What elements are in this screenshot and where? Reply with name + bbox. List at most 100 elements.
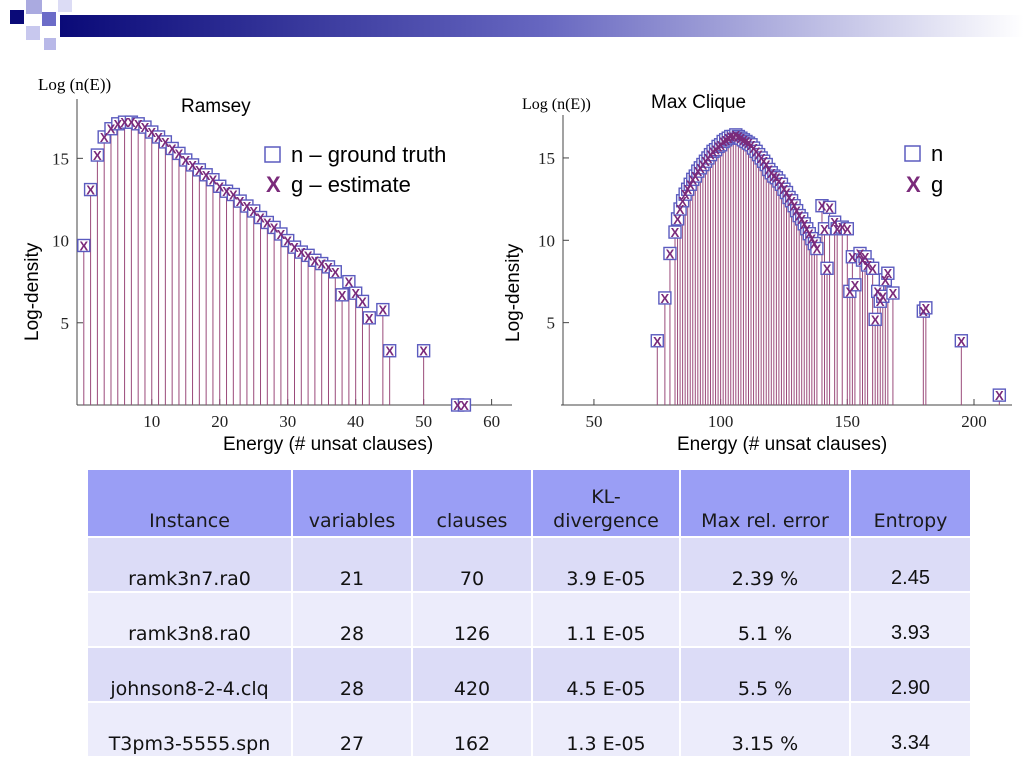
ramsey-estimate-marker: X <box>175 146 184 161</box>
clique-estimate-marker: X <box>729 130 738 145</box>
clique-estimate-marker: X <box>813 242 822 257</box>
clique-estimate-marker: X <box>676 202 685 217</box>
ramsey-estimate-marker: X <box>188 158 197 173</box>
clique-ground-truth-marker <box>868 312 882 327</box>
clique-estimate-marker: X <box>808 232 817 247</box>
clique-estimate-marker: X <box>686 177 695 192</box>
clique-estimate-marker: X <box>721 133 730 148</box>
clique-legend: n X g <box>904 141 943 197</box>
clique-estimate-marker: X <box>731 128 740 143</box>
ramsey-estimate-marker: X <box>283 234 292 249</box>
ramsey-ground-truth-marker <box>83 182 98 197</box>
header-instance: Instance <box>86 468 293 538</box>
clique-estimate-marker: X <box>868 261 877 276</box>
clique-estimate-marker: X <box>795 209 804 224</box>
results-table: Instance variables clauses KL- divergenc… <box>86 468 972 758</box>
ramsey-estimate-marker: X <box>209 173 218 188</box>
cell-entropy: 2.90 <box>849 646 972 703</box>
clique-estimate-marker: X <box>838 220 847 235</box>
ramsey-estimate-marker: X <box>195 163 204 178</box>
cell-kl-divergence: 1.1 E-05 <box>531 591 681 648</box>
table-row: johnson8-2-4.clq 28 420 4.5 E-05 5.5 % 2… <box>86 646 972 703</box>
cell-entropy: 3.93 <box>849 591 972 648</box>
ramsey-estimate-marker: X <box>168 141 177 156</box>
clique-x-tick-label: 50 <box>585 412 602 431</box>
clique-estimate-marker: X <box>823 261 832 276</box>
ramsey-x-tick-label: 10 <box>143 412 160 431</box>
cell-kl-divergence: 4.5 E-05 <box>531 646 681 703</box>
ramsey-estimate-marker: X <box>331 265 340 280</box>
clique-estimate-marker: X <box>995 388 1004 403</box>
ramsey-estimate-marker: X <box>161 135 170 150</box>
ramsey-axis-corner-label: Log (n(E)) <box>38 75 111 94</box>
ramsey-estimate-marker: X <box>107 122 116 137</box>
clique-estimate-marker: X <box>764 162 773 177</box>
clique-estimate-marker: X <box>719 134 728 149</box>
clique-estimate-marker: X <box>706 148 715 163</box>
ramsey-estimate-marker: X <box>86 183 95 198</box>
ramsey-legend-square-icon <box>264 146 281 163</box>
ramsey-chart-title: Ramsey <box>181 96 251 117</box>
ramsey-estimate-marker: X <box>338 288 347 303</box>
clique-y-tick-label: 10 <box>538 231 555 250</box>
ramsey-estimate-marker: X <box>215 179 224 194</box>
clique-ground-truth-marker <box>840 222 855 236</box>
ramsey-estimate-marker: X <box>317 257 326 272</box>
clique-estimate-marker: X <box>693 164 702 179</box>
ramsey-estimate-marker: X <box>453 398 462 413</box>
header-max-rel-error: Max rel. error <box>679 468 851 538</box>
ramsey-estimate-marker: X <box>358 294 367 309</box>
clique-estimate-marker: X <box>777 177 786 192</box>
ramsey-ground-truth-marker <box>457 398 472 412</box>
ramsey-y-tick-label: 10 <box>52 232 69 251</box>
ramsey-ground-truth-marker <box>342 274 356 289</box>
ramsey-ground-truth-marker <box>416 344 431 358</box>
ramsey-stems <box>83 122 425 405</box>
cell-clauses: 420 <box>411 646 533 703</box>
ramsey-y-tick-label: 15 <box>52 149 69 168</box>
clique-estimate-marker: X <box>701 154 710 169</box>
clique-ground-truth-marker <box>822 200 837 215</box>
ramsey-estimate-marker: X <box>270 220 279 235</box>
clique-estimate-marker: X <box>846 284 855 299</box>
clique-estimate-marker: X <box>726 130 735 145</box>
clique-estimate-marker: X <box>709 144 718 159</box>
clique-estimate-marker: X <box>696 161 705 176</box>
clique-estimate-marker: X <box>747 138 756 153</box>
clique-estimate-marker: X <box>759 154 768 169</box>
clique-estimate-marker: X <box>919 304 928 319</box>
clique-estimate-marker: X <box>752 144 761 159</box>
cell-variables: 27 <box>291 701 413 758</box>
cell-instance: T3pm3-5555.spn <box>86 701 293 758</box>
cell-entropy: 3.34 <box>849 701 972 758</box>
ramsey-estimate-marker: X <box>290 240 299 255</box>
clique-estimate-marker: X <box>856 246 865 261</box>
clique-estimate-marker: X <box>848 250 857 265</box>
clique-estimate-marker: X <box>810 237 819 252</box>
ramsey-x-tick-label: 30 <box>279 412 296 431</box>
clique-ground-truth-marker <box>848 278 862 292</box>
clique-ground-truth-marker <box>658 291 672 305</box>
ramsey-estimate-marker: X <box>304 248 313 263</box>
clique-estimate-marker: X <box>678 194 687 209</box>
cell-instance: johnson8-2-4.clq <box>86 646 293 703</box>
clique-estimate-marker: X <box>792 204 801 219</box>
clique-estimate-marker: X <box>749 141 758 156</box>
clique-legend-x-icon: X <box>906 172 921 197</box>
ramsey-ground-truth-marker <box>362 311 376 325</box>
ramsey-estimate-marker: X <box>256 211 265 226</box>
clique-estimate-marker: X <box>820 222 829 237</box>
clique-estimate-marker: X <box>688 172 697 187</box>
ramsey-estimate-marker: X <box>181 153 190 168</box>
ramsey-estimate-marker: X <box>385 344 394 359</box>
ramsey-estimate-marker: X <box>222 184 231 199</box>
clique-estimate-marker: X <box>681 187 690 202</box>
clique-estimate-marker: X <box>787 194 796 209</box>
clique-estimate-marker: X <box>833 222 842 237</box>
ramsey-estimate-marker: X <box>460 398 469 413</box>
clique-axis-group: 50 100 150 200 5 10 15 <box>538 115 1012 431</box>
cell-kl-divergence: 1.3 E-05 <box>531 701 681 758</box>
ramsey-estimate-marker: X <box>379 303 388 318</box>
clique-estimate-marker: X <box>691 169 700 184</box>
clique-estimate-marker: X <box>704 151 713 166</box>
